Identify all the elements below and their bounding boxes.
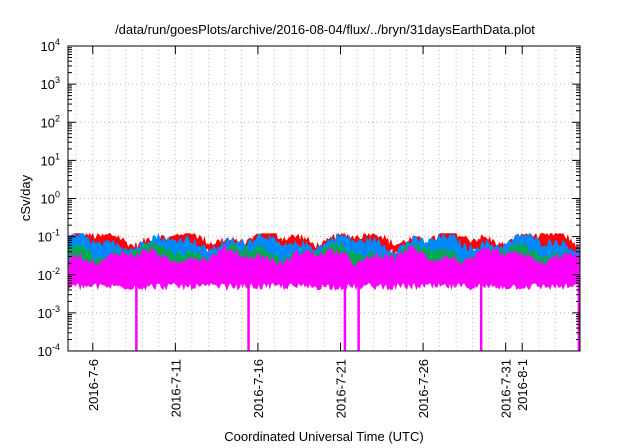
y-axis-label: cSv/day <box>18 174 33 221</box>
x-tick-label: 2016-7-16 <box>251 359 266 418</box>
dropout-spike <box>247 283 250 351</box>
data-series <box>69 234 580 351</box>
y-tick-label: 101 <box>41 151 60 168</box>
y-tick-label: 100 <box>41 190 60 207</box>
x-tick-label: 2016-7-21 <box>334 359 349 418</box>
y-tick-label: 10-4 <box>38 342 60 359</box>
x-axis: 2016-7-6 2016-7-11 2016-7-16 2016-7-21 2016-… <box>86 46 530 418</box>
dropout-spike <box>357 283 360 351</box>
y-tick-label: 10-1 <box>38 228 60 245</box>
y-tick-label: 103 <box>41 75 60 92</box>
x-tick-label: 2016-7-6 <box>86 359 101 411</box>
y-tick-label: 104 <box>41 37 60 54</box>
y-axis: 10-4 10-3 10-2 10-1 100 101 102 103 104 <box>38 37 580 359</box>
chart-title: /data/run/goesPlots/archive/2016-08-04/f… <box>115 22 535 37</box>
y-tick-label: 10-3 <box>38 304 60 321</box>
dropout-spike <box>344 283 347 351</box>
y-tick-label: 102 <box>41 113 60 130</box>
dropout-spike <box>480 283 483 351</box>
x-tick-label: 2016-7-26 <box>416 359 431 418</box>
y-tick-label: 10-2 <box>38 266 60 283</box>
dropout-spike <box>135 283 138 351</box>
x-tick-label: 2016-8-1 <box>515 359 530 411</box>
x-tick-label: 2016-7-11 <box>168 359 183 417</box>
x-tick-label: 2016-7-31 <box>499 359 514 418</box>
x-axis-label: Coordinated Universal Time (UTC) <box>224 429 423 444</box>
grid <box>68 46 580 351</box>
